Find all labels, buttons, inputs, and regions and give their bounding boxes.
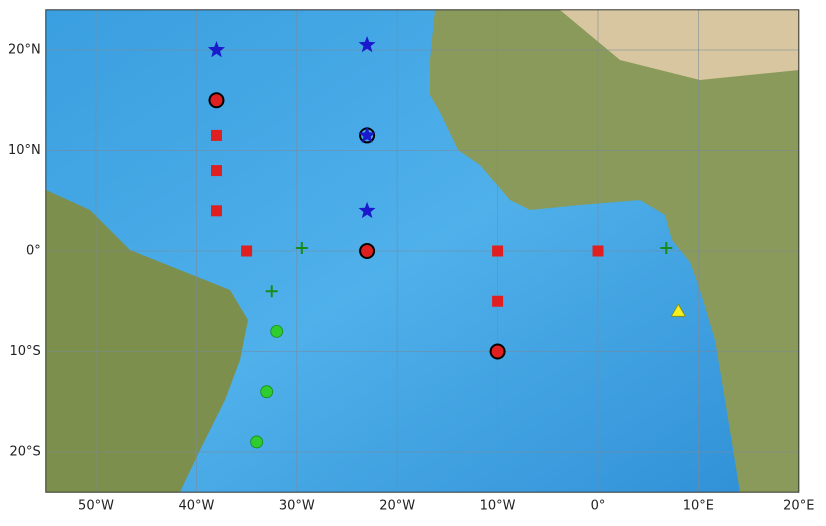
marker-square xyxy=(210,129,222,141)
marker-square xyxy=(592,245,604,257)
x-tick-label: 0° xyxy=(591,499,606,514)
marker-circle xyxy=(359,243,376,259)
y-tick-label: 0° xyxy=(26,244,41,259)
marker-cross xyxy=(295,241,308,254)
marker-square xyxy=(492,295,504,307)
marker-cross xyxy=(660,241,673,254)
marker-cross xyxy=(265,285,278,298)
marker-star xyxy=(358,126,376,143)
africa xyxy=(430,10,799,492)
marker-square xyxy=(241,245,253,257)
x-tick-label: 50°W xyxy=(78,499,114,514)
y-tick-label: 20°S xyxy=(10,445,41,460)
x-tick-label: 20°E xyxy=(783,499,814,514)
south-america xyxy=(46,190,248,492)
marker-square xyxy=(492,245,504,257)
marker-dot xyxy=(250,435,264,449)
marker-square xyxy=(210,205,222,217)
marker-star xyxy=(358,201,376,219)
x-tick-label: 10°W xyxy=(480,499,516,514)
y-tick-label: 10°S xyxy=(10,344,41,359)
y-tick-label: 10°N xyxy=(8,143,41,158)
sahara xyxy=(440,10,799,80)
marker-star xyxy=(358,36,376,53)
marker-dot xyxy=(270,324,284,338)
x-tick-label: 40°W xyxy=(178,499,214,514)
marker-dot xyxy=(260,385,274,399)
marker-triangle xyxy=(670,303,687,317)
frame xyxy=(45,9,800,493)
x-tick-label: 20°W xyxy=(379,499,415,514)
marker-circle xyxy=(489,343,506,360)
marker-star xyxy=(207,41,225,58)
marker-square xyxy=(210,165,222,177)
y-tick-label: 20°N xyxy=(8,43,41,58)
x-tick-label: 10°E xyxy=(683,499,714,514)
x-tick-label: 30°W xyxy=(279,499,315,514)
marker-circle xyxy=(208,92,225,109)
